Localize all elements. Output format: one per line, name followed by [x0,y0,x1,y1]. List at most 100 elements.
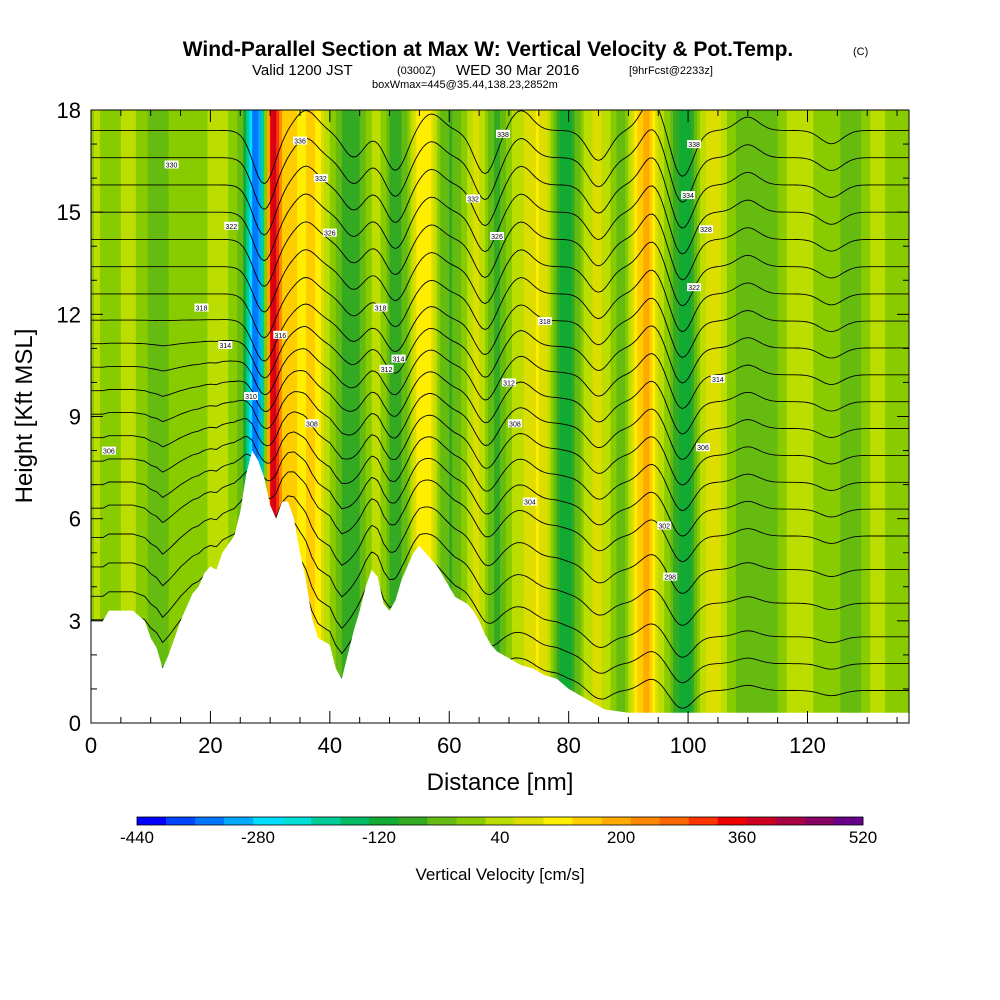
velocity-cell [153,110,158,723]
velocity-cell [879,110,883,723]
velocity-cell [894,110,898,723]
contour-label-text: 332 [467,197,479,204]
isentrope-line [91,471,909,563]
contour-label-text: 318 [375,306,387,313]
velocity-cell [296,110,301,723]
velocity-cell [305,110,310,723]
velocity-cell [311,110,316,723]
velocity-cell [482,110,486,723]
velocity-cell [571,110,576,723]
contour-label-text: 306 [103,449,115,456]
velocity-cell [870,110,874,723]
velocity-cell [201,110,206,723]
contour-label-text: 310 [245,394,257,401]
colorbar-swatch [485,817,515,825]
contour-label-text: 318 [539,319,551,326]
isentrope-line [91,241,909,313]
velocity-cell [711,110,716,723]
contour-label: 326 [322,228,337,238]
velocity-cell [276,110,280,723]
velocity-cell [804,110,809,723]
velocity-cell [628,110,632,723]
contour-label-box [293,136,307,145]
subtitle-box: boxWmax=445@35.44,138.23,2852m [372,79,558,91]
velocity-cell [685,110,689,723]
velocity-cell [497,110,501,723]
velocity-cell [846,110,850,723]
contour-label: 322 [224,221,239,231]
velocity-cell [682,110,686,723]
contour-label-text: 322 [688,285,700,292]
y-tick-label: 18 [57,98,81,123]
contour-label: 308 [507,419,522,428]
contour-label: 314 [710,375,725,384]
velocity-cell [610,110,615,723]
velocity-cell [419,110,423,723]
velocity-cell [592,110,597,723]
velocity-cell [332,110,337,723]
velocity-cell [204,110,209,723]
velocity-cell [888,110,892,723]
velocity-cell [102,110,107,723]
velocity-cell [810,110,815,723]
contour-label: 332 [313,174,328,183]
contour-label-box [164,160,179,169]
velocity-cell [416,110,420,723]
velocity-cell [828,110,832,723]
velocity-cell [171,110,176,723]
contour-label: 302 [657,521,672,531]
velocity-cell [607,110,612,723]
velocity-cell [574,110,579,723]
velocity-cell [431,110,435,723]
contour-label: 338 [687,140,702,149]
velocity-cell [867,110,871,723]
x-tick-label: 80 [556,733,580,758]
velocity-cell [123,110,128,723]
velocity-cell [595,110,600,723]
velocity-cell [813,110,818,723]
contour-label-text: 318 [196,306,208,313]
velocity-cell [589,110,594,723]
velocity-cell [601,110,606,723]
contour-label-text: 314 [219,343,231,350]
velocity-cell [852,110,856,723]
velocity-cell [649,110,653,723]
velocity-cell [577,110,582,723]
velocity-cell [141,110,146,723]
contour-label-box [496,129,510,138]
x-axis-label: Distance [nm] [427,769,574,796]
velocity-cell [765,110,770,723]
velocity-cell [314,110,319,723]
velocity-cell [234,110,238,723]
velocity-cell [562,110,567,723]
velocity-cell [517,110,522,723]
colorbar-swatch [572,817,603,825]
velocity-cell [282,110,286,723]
isentrope-line [91,513,909,626]
velocity-cell [210,110,215,723]
colorbar: -440 -280 -120 40 200 360 520 [120,816,877,847]
subtitle-utc: (0300Z) [397,65,436,77]
y-axis-label: Height [Kft MSL] [11,329,38,504]
velocity-cell [198,110,203,723]
velocity-cell [679,110,683,723]
velocity-cell [335,110,340,723]
velocity-cell [541,110,546,723]
velocity-cell [843,110,847,723]
velocity-cell [144,110,149,723]
velocity-cell [270,110,274,723]
velocity-cell [652,110,656,723]
velocity-cell [873,110,877,723]
velocity-cell [598,110,603,723]
contour-label-box [537,317,552,326]
colorbar-swatch [746,817,777,825]
velocity-cell [729,110,734,723]
subtitle-fcst: [9hrFcst@2233z] [629,65,713,77]
velocity-cell [786,110,791,723]
velocity-cell [825,110,829,723]
velocity-cell [401,110,406,723]
velocity-cell [586,110,591,723]
velocity-cell [362,110,367,723]
velocity-cell [413,110,418,723]
